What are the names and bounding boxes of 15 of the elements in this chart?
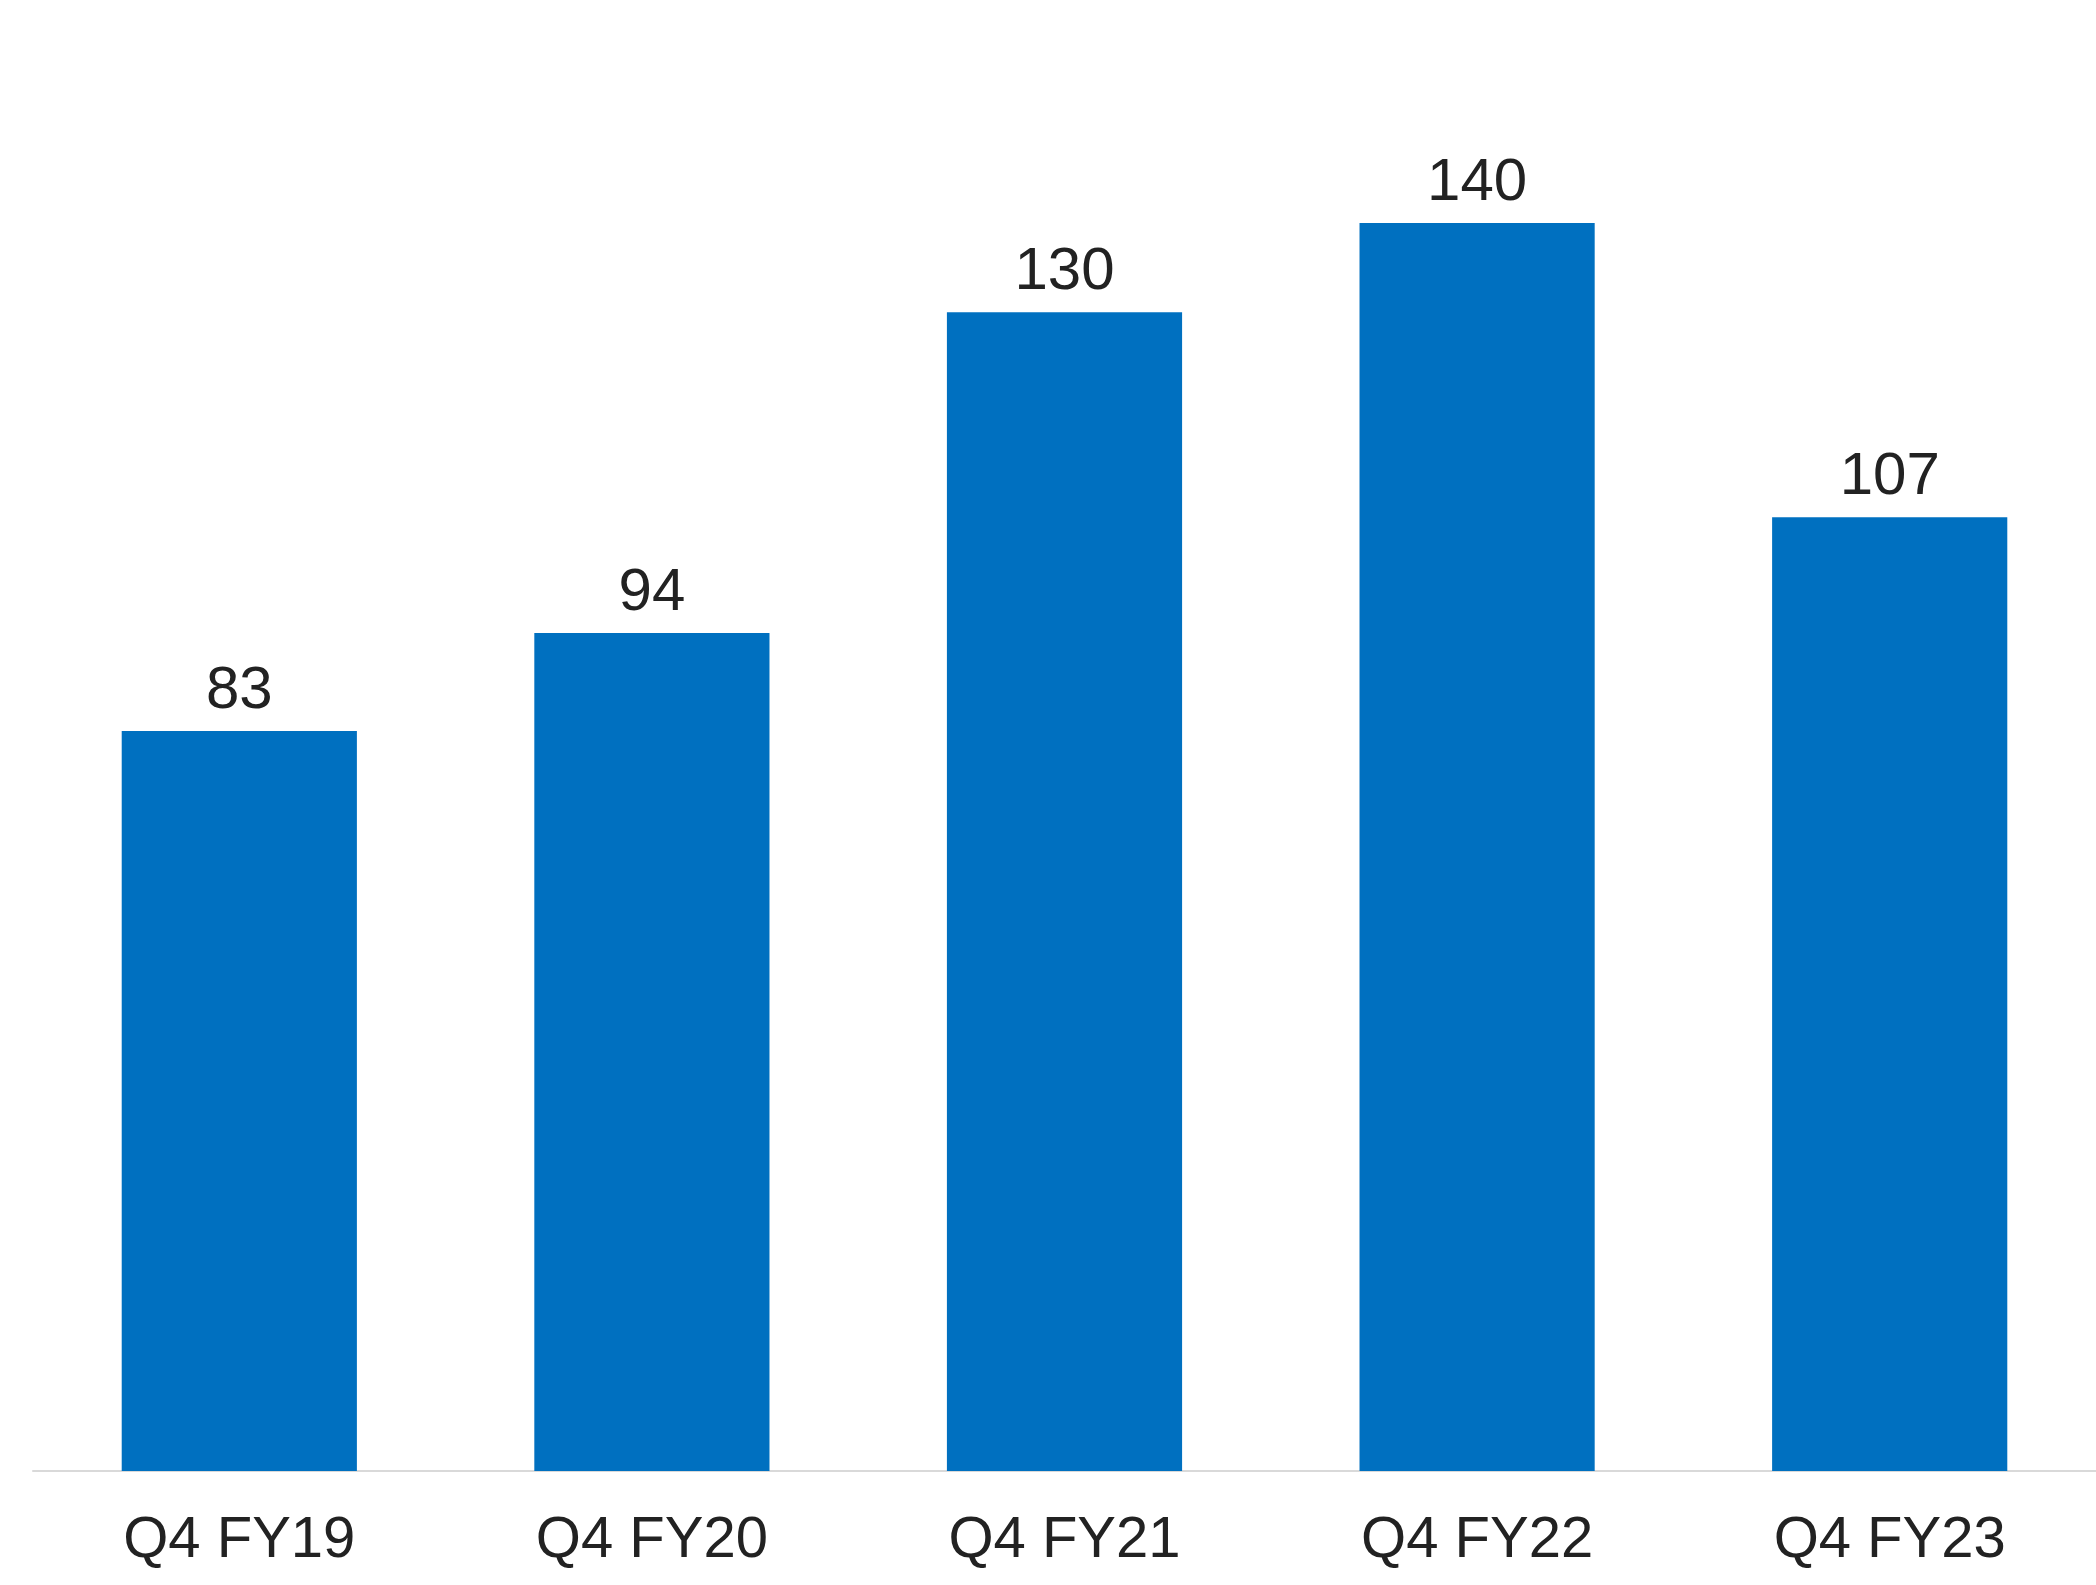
x-tick-label: Q4 FY23 — [1773, 1503, 2006, 1569]
x-tick-label: Q4 FY20 — [535, 1503, 768, 1569]
data-label: 83 — [205, 653, 273, 721]
data-label: 107 — [1839, 439, 1940, 507]
bar — [121, 731, 357, 1471]
bar — [534, 633, 770, 1471]
data-label: 140 — [1427, 145, 1528, 213]
x-tick-label: Q4 FY19 — [123, 1503, 356, 1569]
x-tick-label: Q4 FY21 — [948, 1503, 1181, 1569]
data-label: 130 — [1014, 234, 1115, 302]
x-tick-label: Q4 FY22 — [1361, 1503, 1594, 1569]
bar — [1772, 517, 2008, 1471]
bar — [1359, 223, 1595, 1471]
bar — [946, 312, 1183, 1471]
data-label: 94 — [618, 555, 686, 623]
